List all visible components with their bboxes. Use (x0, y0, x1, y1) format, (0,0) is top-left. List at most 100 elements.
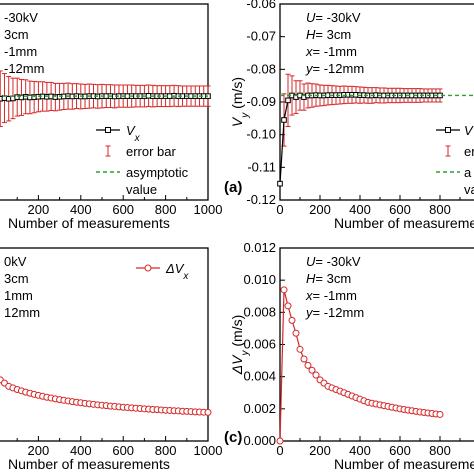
y-tick-label: 0.006 (243, 337, 276, 352)
y-tick-label: -0.11 (247, 159, 276, 174)
y-axis-label-unit: (m/s) (229, 315, 245, 351)
annotation-value: = -1mm (313, 44, 357, 59)
legend-label-main: ΔV (165, 261, 185, 276)
x-tick-label: 800 (429, 202, 451, 217)
panel-bottom-right: 0 200 400 600 800 0.000 0.002 0.004 0.006 0.008 0.… (224, 240, 474, 472)
annotation-text: x= -1mm (305, 288, 357, 303)
legend-label: a (464, 165, 472, 180)
annotation-var: x (305, 288, 313, 303)
x-tick-label: 200 (28, 202, 50, 217)
x-tick-label: 0 (276, 202, 283, 217)
annotation-value: = 3cm (315, 27, 351, 42)
x-tick-label: 200 (28, 443, 50, 458)
data-point (300, 355, 308, 363)
legend-label: er (464, 144, 474, 159)
y-axis-label-main: V (229, 116, 245, 127)
y-tick-label: -0.08 (246, 61, 276, 76)
y-axis-label-main: ΔV (229, 354, 245, 375)
x-tick-label: 600 (112, 202, 134, 217)
x-tick-label: 800 (429, 443, 451, 458)
annotation-value: = -30kV (315, 254, 360, 269)
data-point (292, 329, 300, 337)
x-tick-label: 800 (155, 443, 177, 458)
x-tick-label: 600 (112, 443, 134, 458)
x-tick-label: 600 (389, 202, 411, 217)
annotation-var: x (305, 44, 313, 59)
annotation-value: = -12mm (313, 61, 365, 76)
y-tick-label: 0.008 (243, 304, 276, 319)
x-tick-label: 400 (349, 443, 371, 458)
annotation-text: 1mm (4, 288, 33, 303)
annotation-var: y (305, 305, 314, 320)
annotation-var: U (306, 254, 316, 269)
x-tick-label: 600 (389, 443, 411, 458)
legend-label-sub: x (182, 271, 189, 282)
y-tick-label: -0.10 (246, 127, 276, 142)
y-tick-label: -0.12 (246, 192, 276, 207)
annotation-var: U (306, 10, 316, 25)
panel-bottom-left: 02004006008001000Number of measurements0… (0, 247, 223, 472)
y-tick-label: 0.012 (243, 240, 276, 255)
annotation-text: H= 3cm (306, 27, 351, 42)
y-tick-label: 0.002 (243, 401, 276, 416)
annotation-value: = -30kV (315, 10, 360, 25)
annotation-value: = 3cm (315, 271, 351, 286)
annotation-text: y= -12mm (305, 305, 364, 320)
x-tick-label: 200 (309, 443, 331, 458)
annotation-text: U= -30kV (306, 254, 361, 269)
annotation-text: x= -1mm (305, 44, 357, 59)
legend-label: Vx (126, 123, 141, 144)
panel-top-right: 0 200 400 600 800 -0.12 -0.11 -0.10 -0.09 -0.08 -0… (224, 0, 474, 231)
y-tick-label: 0.000 (243, 433, 276, 448)
y-axis-label-sub: y (240, 112, 251, 119)
legend-label-sub: x (134, 133, 141, 144)
data-point (285, 97, 291, 104)
x-axis-label: Number of measurements (334, 456, 474, 472)
annotation-text: -1mm (4, 44, 37, 59)
annotation-text: 12mm (4, 305, 40, 320)
annotation-text: U= -30kV (306, 10, 361, 25)
x-tick-label: 800 (155, 202, 177, 217)
legend-label: asymptotic (126, 165, 189, 180)
legend-label: V (464, 123, 474, 138)
y-axis-label-unit: (m/s) (229, 77, 245, 113)
annotation-text: 3cm (4, 27, 29, 42)
annotation-text: -12mm (4, 61, 44, 76)
y-tick-label: -0.06 (246, 0, 276, 11)
x-axis-label: Number of measurements (8, 456, 170, 472)
y-axis-label-sub: y (240, 350, 251, 357)
annotation-var: H (306, 27, 316, 42)
panel-label: (a) (224, 179, 242, 196)
data-point (204, 408, 212, 416)
x-tick-label: 400 (70, 443, 92, 458)
data-point (281, 117, 287, 123)
data-point (296, 345, 304, 353)
x-tick-label: 0 (276, 443, 283, 458)
annotation-var: H (306, 271, 316, 286)
x-tick-label: 200 (309, 202, 331, 217)
annotation-text: H= 3cm (306, 271, 351, 286)
annotation-text: 0kV (4, 254, 27, 269)
annotation-text: y= -12mm (305, 61, 364, 76)
y-tick-label: 0.010 (243, 272, 276, 287)
legend-marker (105, 127, 111, 133)
y-tick-label: -0.07 (246, 29, 276, 44)
data-point (277, 180, 283, 187)
annotation-var: y (305, 61, 314, 76)
legend-label-main: V (126, 123, 136, 138)
x-tick-label: 1000 (194, 202, 223, 217)
x-tick-label: 1000 (194, 443, 223, 458)
y-axis-label: Vy (m/s) (229, 77, 251, 127)
legend-marker (144, 264, 152, 272)
legend-label: error bar (126, 144, 177, 159)
legend-label-line2: value (126, 182, 157, 197)
y-tick-label: 0.004 (243, 369, 276, 384)
annotation-value: = -12mm (313, 305, 365, 320)
legend-label-line2: va (464, 182, 474, 197)
legend-marker (445, 127, 451, 133)
data-point (304, 361, 312, 369)
panel-label: (c) (224, 429, 242, 446)
legend-label: ΔVx (165, 261, 189, 282)
data-point (308, 366, 316, 374)
